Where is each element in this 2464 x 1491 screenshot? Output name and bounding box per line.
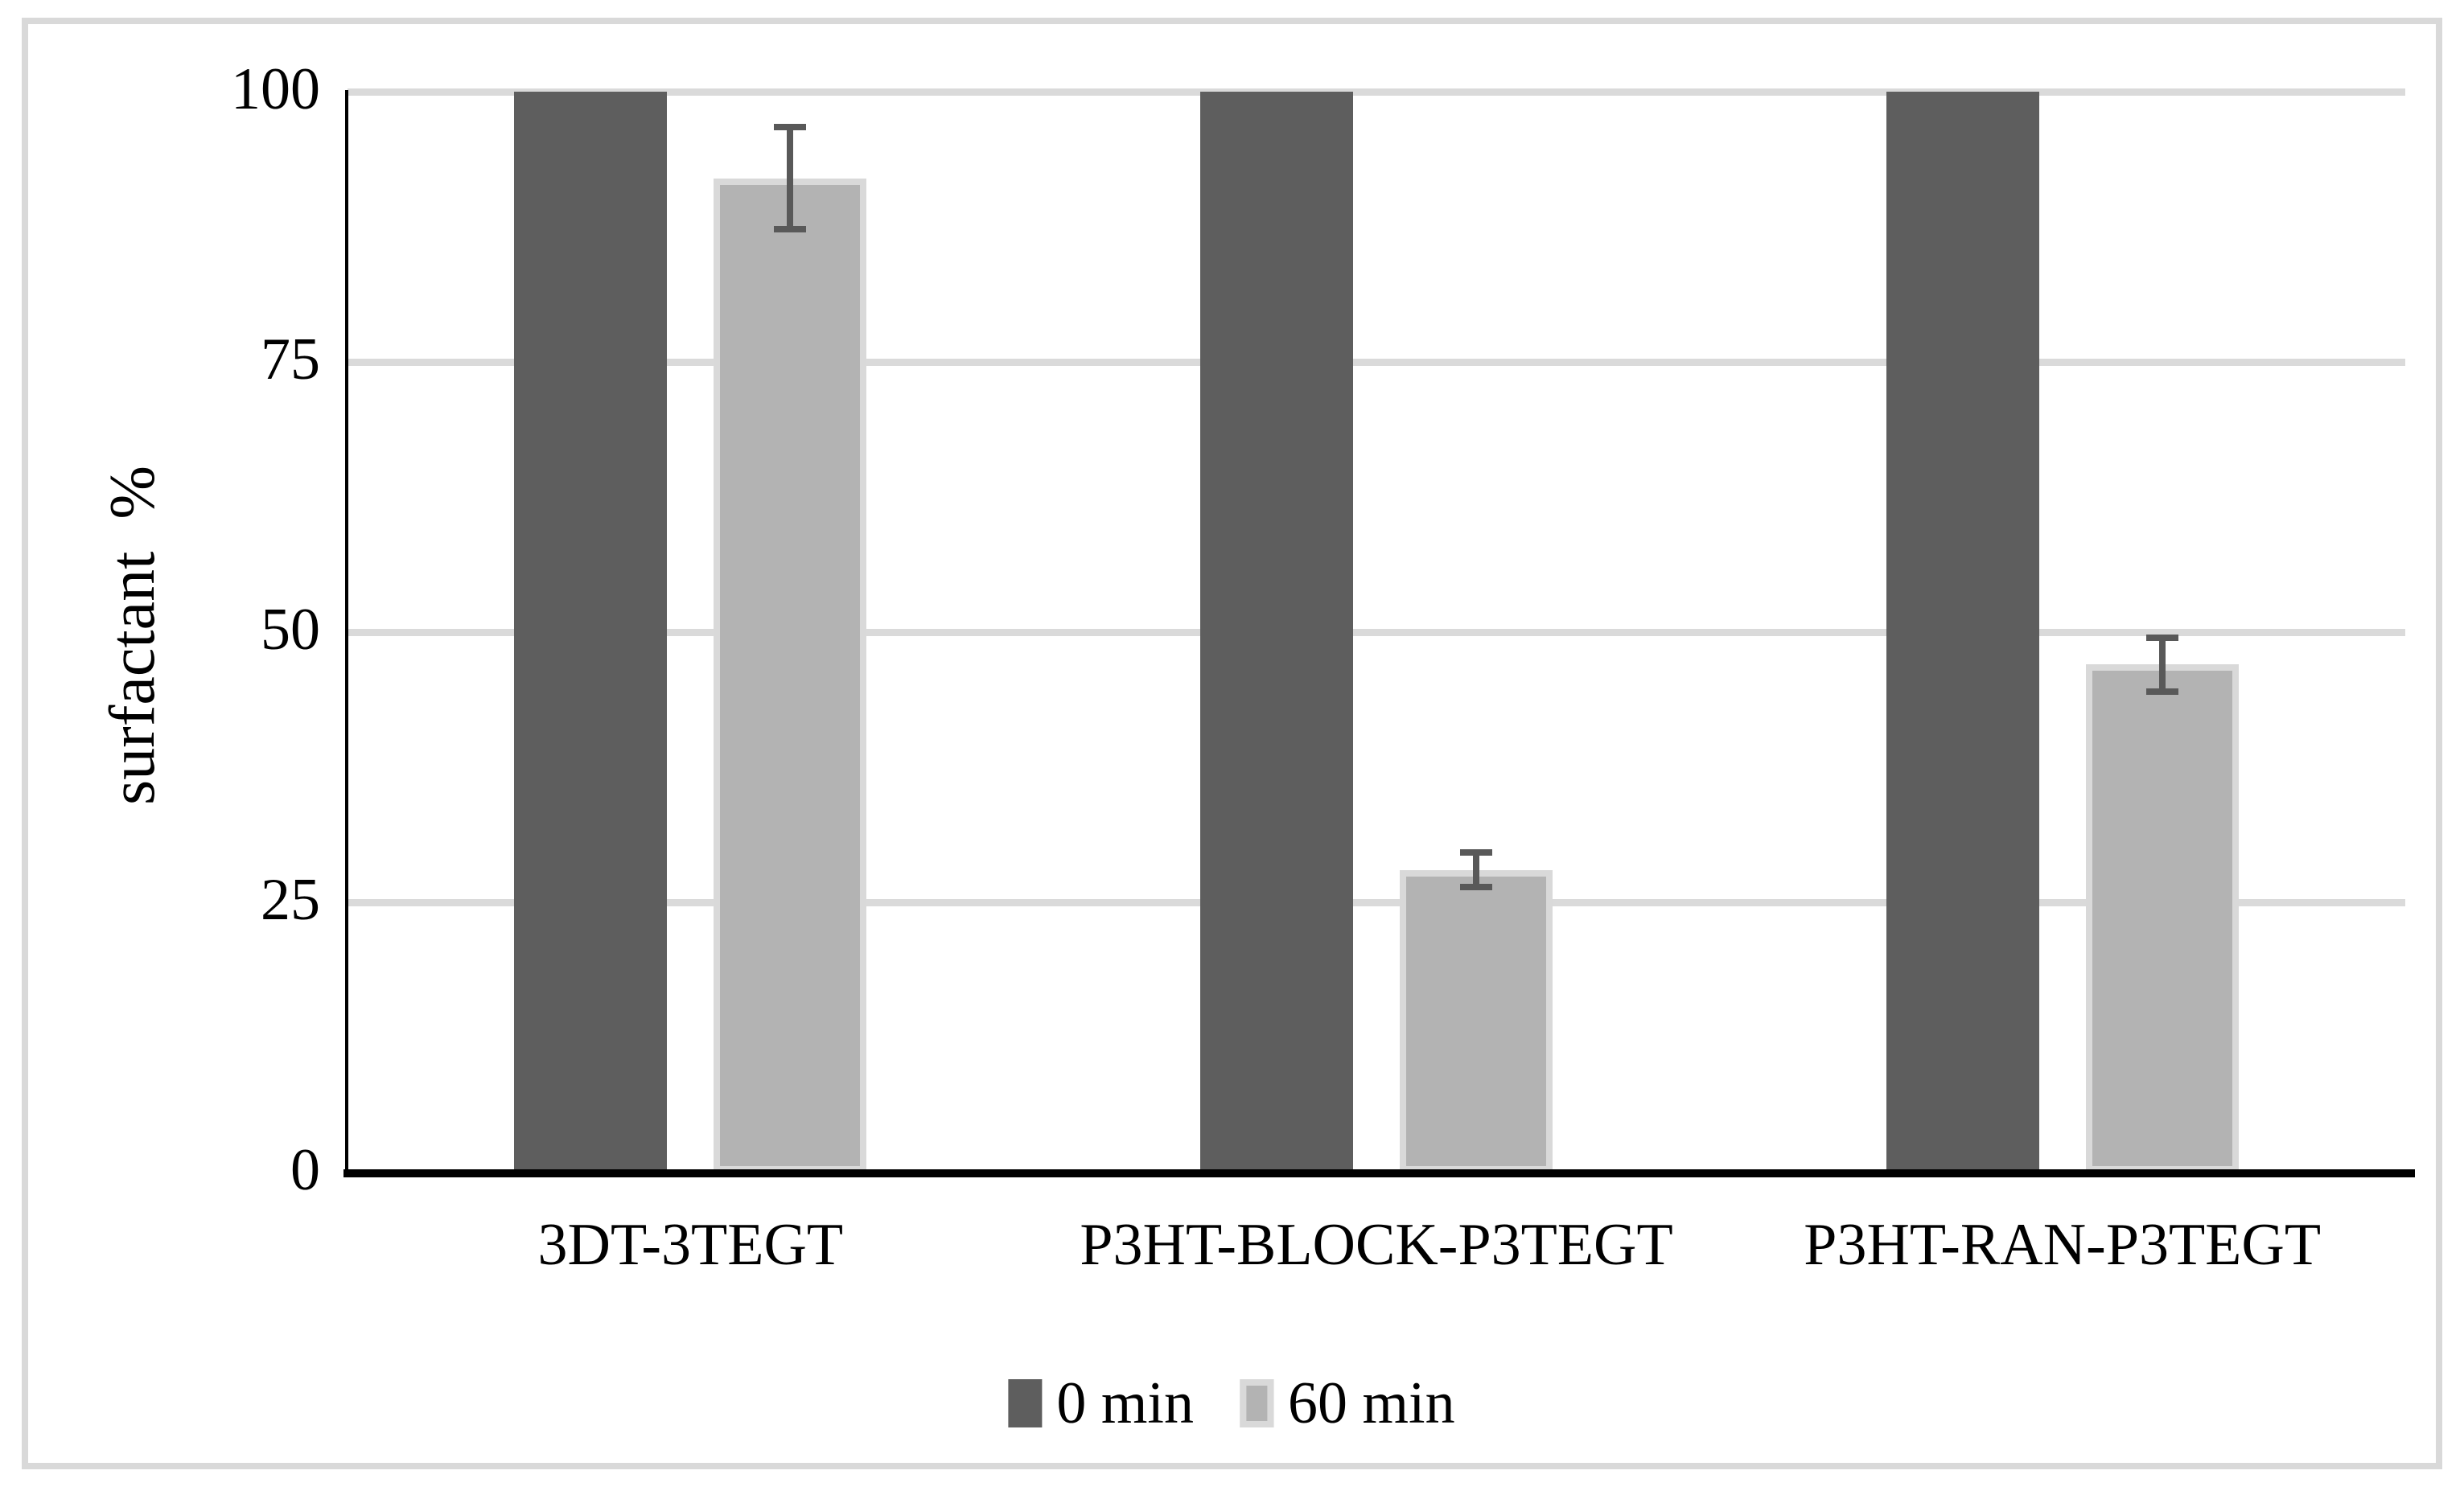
y-tick-label-75: 75 (261, 327, 320, 393)
legend-label-60-min: 60 min (1288, 1370, 1455, 1436)
gridline-25 (348, 898, 2405, 906)
x-axis-line (343, 1169, 2415, 1177)
error-bar (2158, 637, 2166, 692)
legend: 0 min 60 min (1008, 1374, 1455, 1433)
error-bar-top-cap (1460, 849, 1492, 856)
error-bar-top-cap (774, 124, 807, 131)
error-bar-top-cap (2145, 634, 2178, 641)
legend-item-0-min: 0 min (1008, 1374, 1194, 1433)
category-label-3: P3HT-RAN-P3TEGT (1804, 1212, 2322, 1278)
category-label-2: P3HT-BLOCK-P3TEGT (1080, 1212, 1673, 1278)
gridline-75 (348, 358, 2405, 366)
y-tick-label-0: 0 (290, 1137, 320, 1204)
bar-0-min-2 (1200, 92, 1353, 1173)
legend-label-0-min: 0 min (1056, 1370, 1194, 1436)
y-tick-label-100: 100 (231, 56, 320, 123)
legend-swatch-60-min (1240, 1379, 1273, 1427)
error-bar (1473, 852, 1479, 888)
y-tick-label-50: 50 (261, 597, 320, 663)
bar-60-min-1 (714, 178, 867, 1173)
gridline-50 (348, 628, 2405, 636)
gridline-100 (348, 88, 2405, 96)
legend-swatch-0-min (1008, 1379, 1043, 1427)
error-bar (787, 127, 794, 229)
legend-item-60-min: 60 min (1240, 1374, 1455, 1433)
error-bar-bottom-cap (2145, 688, 2178, 695)
error-bar-bottom-cap (1460, 884, 1492, 891)
error-bar-bottom-cap (774, 225, 807, 232)
y-tick-label-25: 25 (261, 867, 320, 934)
bar-0-min-3 (1886, 92, 2039, 1173)
y-axis-line (345, 90, 348, 1176)
bar-60-min-3 (2085, 664, 2239, 1173)
bar-0-min-1 (514, 92, 668, 1173)
category-label-1: 3DT-3TEGT (537, 1212, 844, 1278)
bar-60-min-2 (1400, 869, 1553, 1173)
